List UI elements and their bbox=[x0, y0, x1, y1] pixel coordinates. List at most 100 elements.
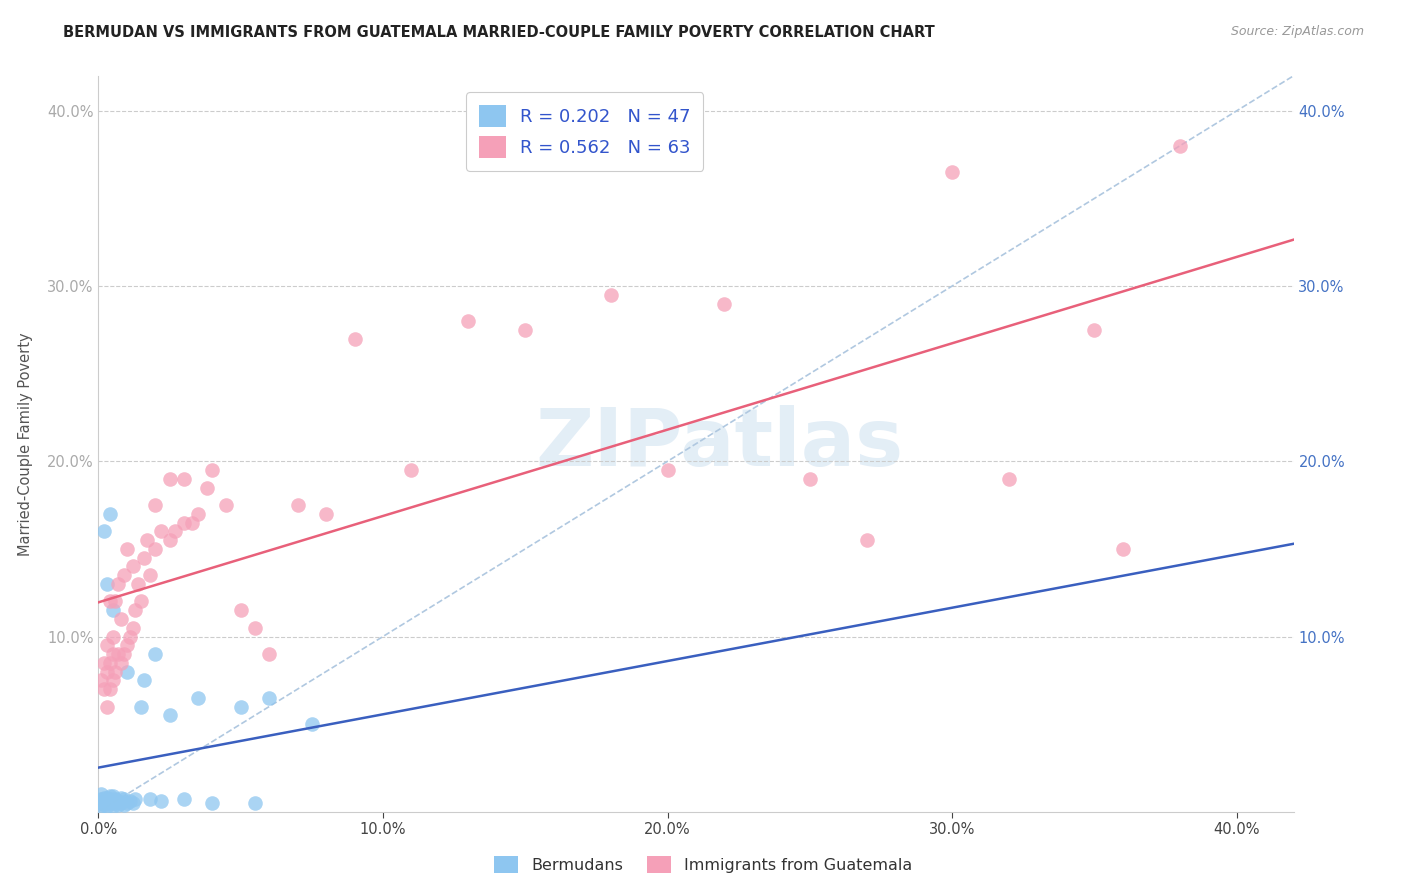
Point bbox=[257, 690, 280, 705]
Point bbox=[101, 630, 124, 644]
Point bbox=[181, 516, 204, 530]
Point bbox=[713, 296, 735, 310]
Point bbox=[90, 673, 112, 688]
Point bbox=[599, 288, 621, 302]
Point bbox=[98, 507, 121, 521]
Point bbox=[101, 794, 124, 808]
Point bbox=[127, 577, 149, 591]
Point bbox=[124, 792, 146, 806]
Point bbox=[657, 463, 679, 477]
Point bbox=[98, 789, 121, 803]
Point bbox=[121, 621, 143, 635]
Point bbox=[138, 568, 160, 582]
Point bbox=[110, 790, 132, 805]
Point bbox=[93, 524, 115, 539]
Point bbox=[150, 794, 173, 808]
Point bbox=[112, 647, 135, 661]
Point bbox=[187, 507, 209, 521]
Point bbox=[187, 690, 209, 705]
Point bbox=[90, 792, 112, 806]
Text: BERMUDAN VS IMMIGRANTS FROM GUATEMALA MARRIED-COUPLE FAMILY POVERTY CORRELATION : BERMUDAN VS IMMIGRANTS FROM GUATEMALA MA… bbox=[63, 25, 935, 40]
Point bbox=[287, 498, 309, 512]
Point bbox=[107, 797, 129, 812]
Point bbox=[173, 516, 195, 530]
Point bbox=[159, 533, 181, 548]
Point bbox=[138, 792, 160, 806]
Point bbox=[401, 463, 423, 477]
Point bbox=[104, 792, 127, 806]
Point bbox=[98, 594, 121, 608]
Point bbox=[110, 612, 132, 626]
Point bbox=[98, 792, 121, 806]
Legend: Bermudans, Immigrants from Guatemala: Bermudans, Immigrants from Guatemala bbox=[488, 849, 918, 880]
Point bbox=[93, 656, 115, 670]
Point bbox=[150, 524, 173, 539]
Point bbox=[115, 638, 138, 652]
Point bbox=[195, 481, 218, 495]
Point bbox=[112, 792, 135, 806]
Point bbox=[165, 524, 187, 539]
Point bbox=[93, 797, 115, 812]
Point bbox=[101, 673, 124, 688]
Point bbox=[132, 550, 155, 565]
Y-axis label: Married-Couple Family Poverty: Married-Couple Family Poverty bbox=[18, 332, 34, 556]
Legend: R = 0.202   N = 47, R = 0.562   N = 63: R = 0.202 N = 47, R = 0.562 N = 63 bbox=[465, 92, 703, 170]
Point bbox=[107, 794, 129, 808]
Point bbox=[93, 796, 115, 810]
Point bbox=[135, 533, 157, 548]
Point bbox=[96, 577, 118, 591]
Point bbox=[112, 797, 135, 812]
Point bbox=[98, 681, 121, 696]
Point bbox=[101, 647, 124, 661]
Point bbox=[855, 533, 877, 548]
Point bbox=[173, 472, 195, 486]
Point bbox=[129, 594, 152, 608]
Text: Source: ZipAtlas.com: Source: ZipAtlas.com bbox=[1230, 25, 1364, 38]
Point bbox=[93, 794, 115, 808]
Point bbox=[121, 559, 143, 574]
Point bbox=[1112, 541, 1135, 556]
Point bbox=[118, 794, 141, 808]
Point bbox=[129, 699, 152, 714]
Point bbox=[173, 792, 195, 806]
Point bbox=[229, 699, 252, 714]
Point bbox=[143, 541, 166, 556]
Point bbox=[96, 665, 118, 679]
Point bbox=[115, 665, 138, 679]
Point bbox=[96, 699, 118, 714]
Point bbox=[243, 796, 266, 810]
Point bbox=[93, 681, 115, 696]
Point bbox=[201, 463, 224, 477]
Point bbox=[515, 323, 537, 337]
Point bbox=[1083, 323, 1105, 337]
Point bbox=[107, 647, 129, 661]
Point bbox=[243, 621, 266, 635]
Point bbox=[98, 656, 121, 670]
Point bbox=[104, 594, 127, 608]
Point bbox=[115, 541, 138, 556]
Point bbox=[115, 796, 138, 810]
Point bbox=[110, 796, 132, 810]
Point bbox=[998, 472, 1021, 486]
Point bbox=[90, 796, 112, 810]
Point bbox=[118, 630, 141, 644]
Point bbox=[159, 708, 181, 723]
Point bbox=[112, 568, 135, 582]
Point bbox=[96, 790, 118, 805]
Point bbox=[201, 796, 224, 810]
Point bbox=[215, 498, 238, 512]
Point bbox=[132, 673, 155, 688]
Point bbox=[143, 498, 166, 512]
Point bbox=[257, 647, 280, 661]
Point bbox=[301, 717, 323, 731]
Point bbox=[143, 647, 166, 661]
Point bbox=[107, 577, 129, 591]
Point bbox=[941, 165, 963, 179]
Point bbox=[104, 665, 127, 679]
Point bbox=[96, 799, 118, 814]
Point bbox=[159, 472, 181, 486]
Point bbox=[343, 332, 366, 346]
Point bbox=[457, 314, 479, 328]
Point bbox=[799, 472, 821, 486]
Point bbox=[124, 603, 146, 617]
